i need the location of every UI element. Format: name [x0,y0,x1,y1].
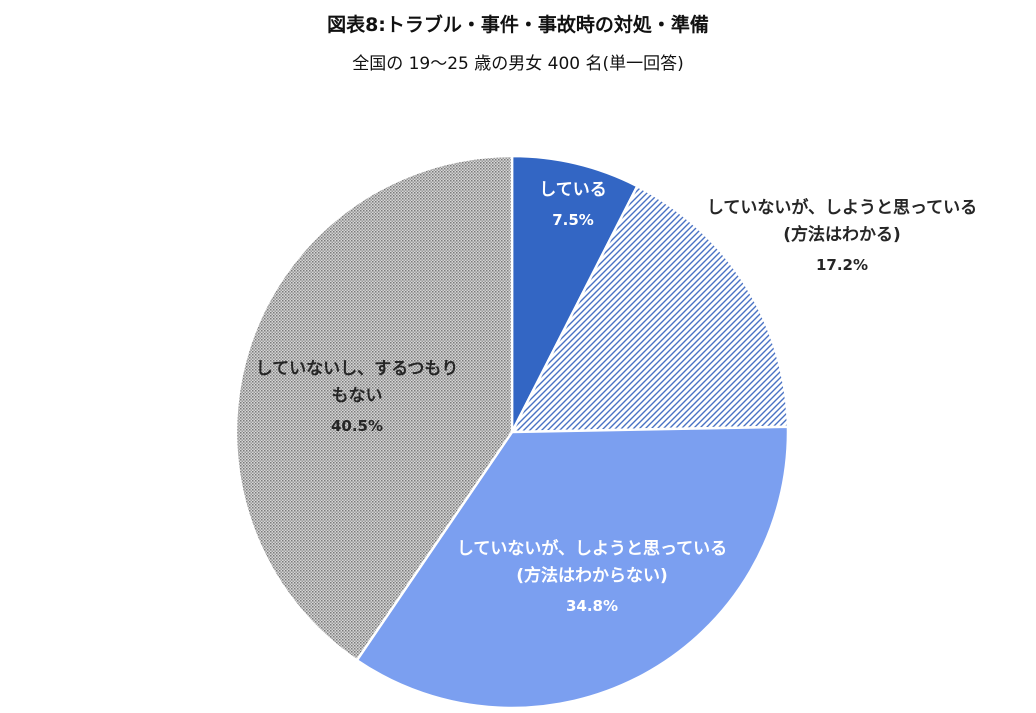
slice-label-1: している 7.5% [539,180,607,229]
slice-label-line: している [539,180,607,200]
slice-label-line: していないが、しようと思っている [707,197,977,218]
pie-slice-2 [509,184,790,434]
chart-subtitle: 全国の 19〜25 歳の男女 400 名(単一回答) [352,54,684,74]
slice-value-label: 7.5% [552,211,594,229]
slice-label-line: していないし、するつもり [256,359,459,379]
pie-slice-1 [510,154,639,433]
slice-label-4: していないし、するつもりもない 40.5% [256,359,459,435]
pie-slice-4 [234,154,514,663]
chart-title: 図表8:トラブル・事件・事故時の対処・準備 [327,14,709,36]
slice-label-2: していないが、しようと思っている (方法はわかる) 17.2% [707,197,977,274]
slice-label-line: (方法はわからない) [516,565,668,586]
slice-value-label: 17.2% [816,256,868,274]
slice-label-line: もない [332,386,383,406]
slice-value-label: 34.8% [566,597,618,615]
pie-slice-3 [355,425,790,710]
slice-value-label: 40.5% [331,417,383,435]
slice-label-line: していないが、しようと思っている [457,538,727,559]
slice-label-line: (方法はわかる) [783,224,901,245]
slice-label-3: していないが、しようと思っている (方法はわからない) 34.8% [457,538,727,615]
